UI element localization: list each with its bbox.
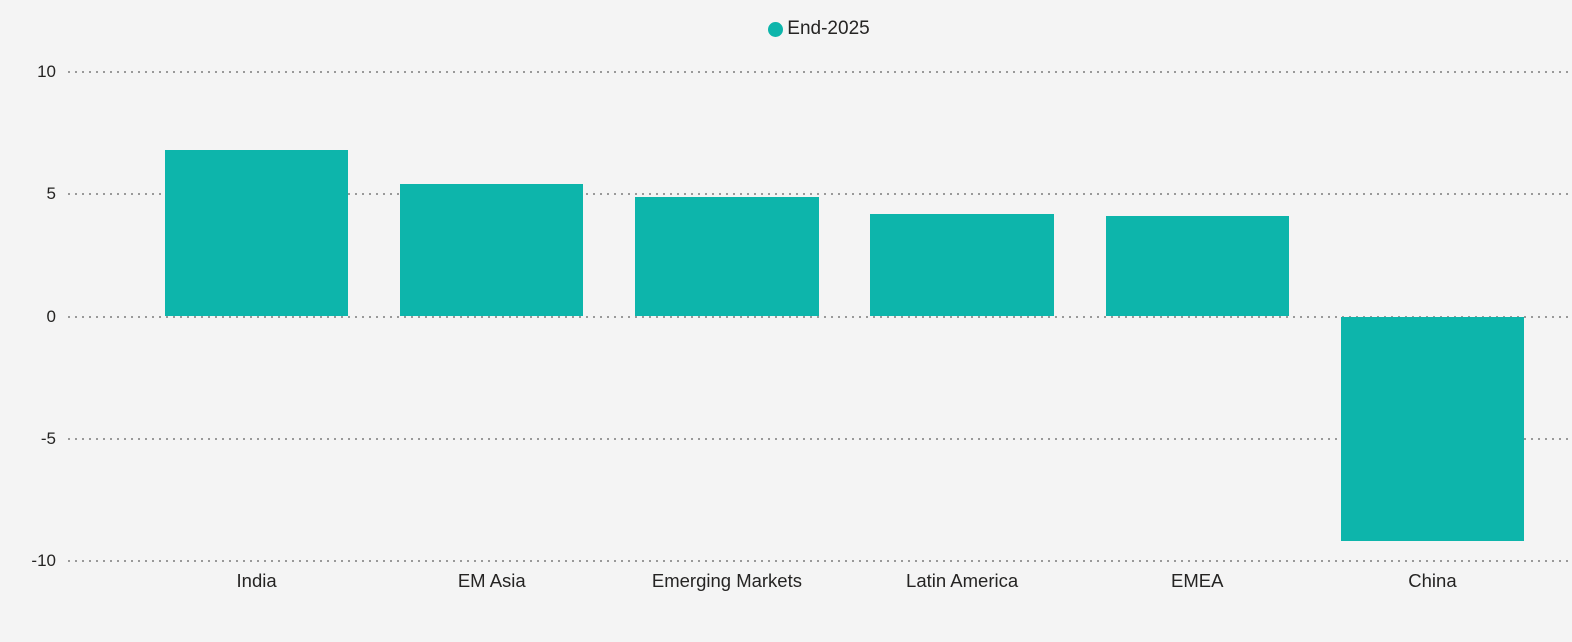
bar-latin-america[interactable] [870,213,1054,317]
y-tick-label--10: -10 [31,551,56,570]
y-tick-label-5: 5 [46,184,56,204]
gridline-5 [68,193,1572,196]
bar-emerging-markets[interactable] [635,196,819,317]
legend[interactable]: End-2025 [0,18,1572,40]
bar-slot-india [139,72,374,561]
bars-container [139,72,1550,561]
bar-slot-emerging-markets [609,72,844,561]
y-axis: 10 5 0 -5 -10 [0,62,56,570]
y-tick-label-10: 10 [37,62,56,81]
bar-china[interactable] [1340,316,1525,542]
bar-emea[interactable] [1105,216,1289,317]
bar-slot-china [1315,72,1550,561]
gridline-0 [68,315,1572,318]
legend-marker-icon [768,21,784,37]
bar-em-asia[interactable] [400,184,584,317]
x-axis-label-india: India [236,570,277,591]
x-axis-label-emerging-markets: Emerging Markets [651,570,802,591]
x-axis-label-china: China [1408,570,1457,591]
bar-india[interactable] [164,150,349,317]
x-axis-label-em-asia: EM Asia [457,570,526,591]
x-axis-label-emea: EMEA [1171,570,1224,591]
plot-area [68,71,1572,562]
y-tick-label-0: 0 [46,306,56,326]
y-tick-label--5: -5 [40,428,56,448]
gridline--10 [68,560,1572,562]
gridline--5 [68,437,1572,440]
x-axis-label-latin-america: Latin America [906,570,1019,591]
bar-slot-latin-america [845,72,1080,561]
bar-slot-em-asia [374,72,609,561]
x-axis: India EM Asia Emerging Markets Latin Americ… [139,570,1550,592]
legend-label: End-2025 [787,18,870,39]
bar-slot-emea [1080,72,1315,561]
gridline-10 [68,71,1572,73]
